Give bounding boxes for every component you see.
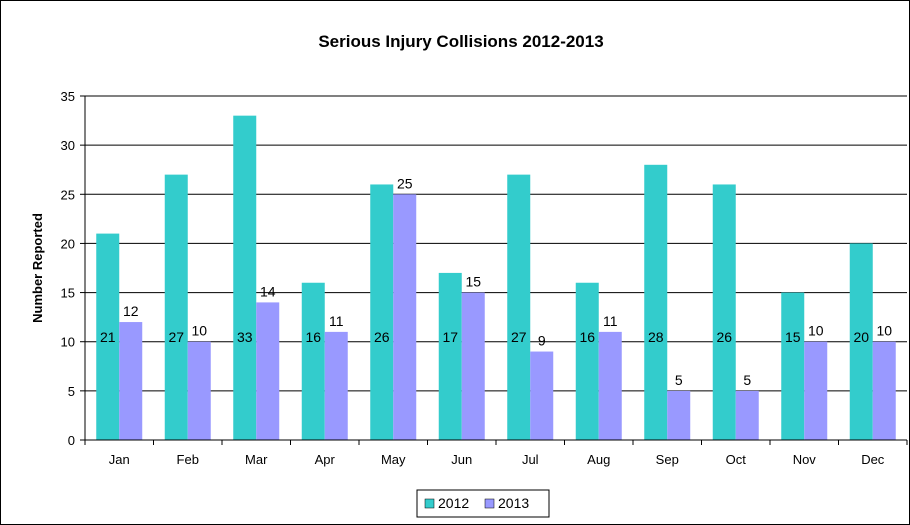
data-label-2012-Sep: 28 [648, 329, 664, 345]
bar-2012-May [370, 184, 394, 440]
data-label-2012-Nov: 15 [785, 329, 801, 345]
y-tick-label: 25 [61, 187, 75, 202]
bar-2013-Sep [667, 390, 691, 440]
y-tick-label: 35 [61, 89, 75, 104]
bar-2013-Apr [324, 331, 348, 440]
bar-2012-Sep [644, 164, 668, 441]
bar-2013-May [393, 194, 417, 440]
bar-2012-Aug [575, 282, 599, 440]
bar-2012-Feb [164, 174, 188, 440]
data-label-2012-Feb: 27 [168, 329, 184, 345]
bar-2013-Aug [598, 331, 622, 440]
bar-2013-Feb [187, 341, 211, 440]
data-label-2013-Oct: 5 [743, 372, 751, 388]
legend-swatch-2012 [424, 498, 435, 509]
x-tick-label-Jun: Jun [451, 452, 472, 467]
x-tick-label-Aug: Aug [587, 452, 610, 467]
bar-2012-Mar [233, 115, 257, 441]
y-tick-label: 15 [61, 286, 75, 301]
legend-label-2013: 2013 [498, 495, 529, 511]
data-labels: 21 12 27 10 33 14 16 11 26 25 17 15 27 9 16 11 28 5 26 5 15 1… [100, 175, 892, 388]
data-label-2012-Oct: 26 [716, 329, 732, 345]
y-tick-label: 5 [68, 384, 75, 399]
data-label-2012-Dec: 20 [853, 329, 869, 345]
data-label-2013-Jul: 9 [538, 333, 546, 349]
data-label-2013-May: 25 [397, 175, 413, 191]
data-label-2013-Sep: 5 [675, 372, 683, 388]
data-label-2012-May: 26 [374, 329, 390, 345]
x-tick-label-Oct: Oct [726, 452, 747, 467]
legend-label-2012: 2012 [438, 495, 469, 511]
data-label-2013-Nov: 10 [808, 323, 824, 339]
x-tick-label-Jul: Jul [522, 452, 539, 467]
x-tick-label-Feb: Feb [177, 452, 199, 467]
y-tick-label: 10 [61, 335, 75, 350]
bar-2013-Jun [461, 292, 485, 440]
data-label-2013-Dec: 10 [876, 323, 892, 339]
x-tick-label-May: May [381, 452, 406, 467]
bar-2012-Jun [438, 272, 462, 440]
x-tick-label-Dec: Dec [861, 452, 885, 467]
data-label-2013-Jan: 12 [123, 303, 139, 319]
bar-2013-Jan [119, 322, 143, 440]
bar-2012-Dec [849, 243, 873, 440]
bar-2012-Jan [96, 233, 120, 440]
data-label-2012-Apr: 16 [305, 329, 321, 345]
bar-2012-Apr [301, 282, 325, 440]
data-label-2012-Jun: 17 [442, 329, 458, 345]
y-tick-label: 0 [68, 433, 75, 448]
x-tick-label-Jan: Jan [109, 452, 130, 467]
axes [80, 95, 908, 445]
x-tick-label-Mar: Mar [245, 452, 268, 467]
y-axis-label: Number Reported [30, 213, 45, 323]
x-tick-label-Sep: Sep [656, 452, 679, 467]
x-tick-label-Apr: Apr [315, 452, 336, 467]
y-tick-label: 20 [61, 236, 75, 251]
data-label-2013-Mar: 14 [260, 283, 276, 299]
data-label-2013-Aug: 11 [603, 313, 618, 329]
legend-swatch-2013 [484, 498, 495, 509]
x-tick-label-Nov: Nov [793, 452, 817, 467]
legend: 2012 2013 [416, 489, 550, 518]
data-label-2012-Jan: 21 [100, 329, 116, 345]
tick-labels: 0 5 10 15 20 25 30 35 Jan Feb Mar Apr May Jun Jul Aug Se… [61, 89, 885, 467]
bar-2012-Oct [712, 184, 736, 440]
bar-2013-Dec [872, 341, 896, 440]
bar-2012-Nov [781, 292, 805, 440]
bar-2013-Oct [735, 390, 759, 440]
bar-2013-Nov [804, 341, 828, 440]
bar-2013-Jul [530, 351, 554, 440]
bar-2012-Jul [507, 174, 531, 440]
gridlines [85, 95, 907, 392]
bar-2013-Mar [256, 302, 280, 440]
data-label-2013-Apr: 11 [329, 313, 344, 329]
data-label-2012-Jul: 27 [511, 329, 527, 345]
data-label-2012-Mar: 33 [237, 329, 253, 345]
bars [96, 115, 896, 441]
data-label-2013-Jun: 15 [465, 274, 481, 290]
data-label-2012-Aug: 16 [579, 329, 595, 345]
y-tick-label: 30 [61, 138, 75, 153]
legend-box [416, 489, 550, 518]
chart-title: Serious Injury Collisions 2012-2013 [318, 32, 603, 51]
data-label-2013-Feb: 10 [191, 323, 207, 339]
